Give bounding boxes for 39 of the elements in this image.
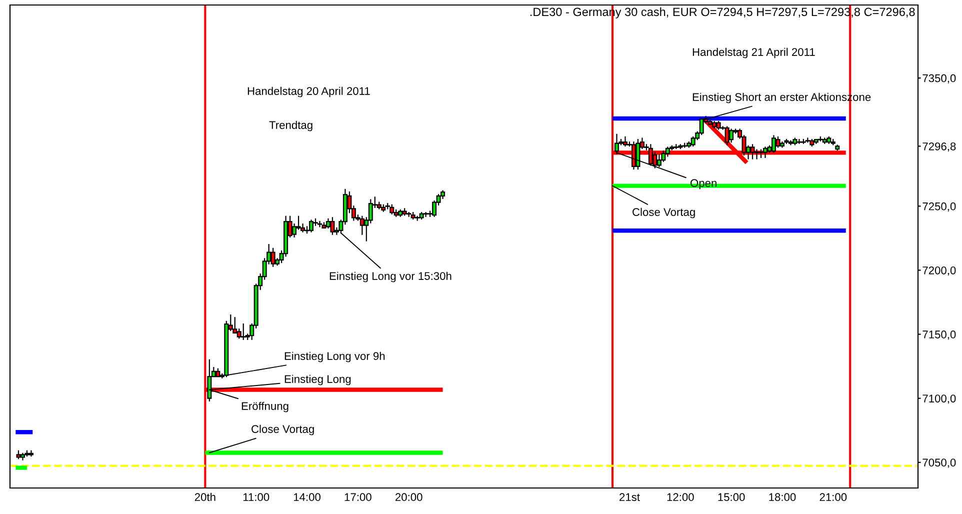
y-tick-label: 7100,0 xyxy=(922,394,956,404)
x-tick-label: 15:00 xyxy=(718,493,745,502)
x-tick-label: 20th xyxy=(194,492,216,502)
x-tick-label: 11:00 xyxy=(243,493,270,502)
annotation: Close Vortag xyxy=(632,208,695,218)
candlestick xyxy=(724,126,730,146)
candlestick xyxy=(270,248,276,267)
annotation: Handelstag 20 April 2011 xyxy=(248,86,370,98)
candlestick xyxy=(818,136,823,142)
candlestick xyxy=(771,135,776,153)
annotation: Einstieg Long vor 15:30h xyxy=(330,272,452,282)
y-tick-label: 7150,0 xyxy=(922,330,956,340)
y-tick-label: 7350,0 xyxy=(922,74,956,84)
candlestick xyxy=(729,128,734,143)
annotation: Handelstag 21 April 2011 xyxy=(692,48,815,58)
candlestick xyxy=(28,450,34,457)
annotation: Trendtag xyxy=(269,120,312,132)
candlestick xyxy=(622,136,628,146)
x-tick-label: 21:00 xyxy=(820,493,847,502)
y-tick-label: 7296,8 xyxy=(922,142,956,152)
y-tick-label: 7050,0 xyxy=(922,458,956,468)
x-tick-label: 18:00 xyxy=(769,493,796,502)
x-tick-label: 12:00 xyxy=(667,493,694,502)
annotation: Einstieg Long vor 9h xyxy=(284,352,385,362)
x-tick-label: 17:00 xyxy=(344,493,372,502)
x-tick-label: 21st xyxy=(620,493,640,502)
annotation: Close Vortag xyxy=(252,424,314,436)
candlestick xyxy=(754,149,760,160)
candlestick xyxy=(776,136,780,148)
annotation: Eröffnung xyxy=(242,402,288,412)
candlestick xyxy=(796,138,802,144)
y-tick-label: 7250,0 xyxy=(922,202,956,212)
annotation: Einstieg Long xyxy=(284,374,351,386)
candlestick xyxy=(240,323,246,340)
x-tick-label: 20:00 xyxy=(396,493,422,502)
x-tick-label: 14:00 xyxy=(294,493,320,502)
candlestick xyxy=(317,220,322,228)
candlestick xyxy=(330,217,335,235)
y-tick-label: 7200,0 xyxy=(922,266,956,276)
